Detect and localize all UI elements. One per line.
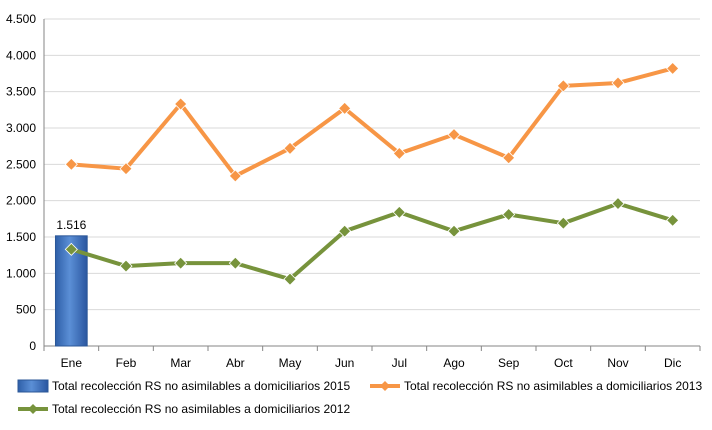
x-tick-label: Ene (61, 356, 83, 370)
line-series (64, 61, 680, 286)
series-line (69, 66, 675, 178)
point (556, 79, 570, 93)
x-tick-label: Mar (170, 356, 191, 370)
point (174, 256, 188, 270)
y-tick-label: 4.000 (6, 48, 36, 62)
gridlines (44, 18, 700, 311)
legend-label: Total recolección RS no asimilables a do… (52, 402, 350, 416)
x-tick-label: Jul (392, 356, 407, 370)
point (502, 207, 516, 222)
point (611, 197, 625, 211)
legend: Total recolección RS no asimilables a do… (17, 379, 702, 416)
point (611, 76, 625, 90)
y-tick-label: 1.500 (6, 230, 36, 244)
y-tick-label: 2.000 (6, 194, 36, 208)
y-tick-label: 4.500 (6, 12, 36, 26)
labels: 0 500 1.000 1.500 2.000 2.500 3.000 3.500 4.000 4… (6, 12, 681, 370)
point (283, 272, 297, 286)
point (119, 162, 133, 176)
y-tick-label: 500 (16, 303, 36, 317)
x-tick-label: May (279, 356, 302, 370)
x-tick-label: Sep (498, 356, 520, 370)
point (392, 205, 406, 219)
legend-marker (28, 404, 38, 414)
point (64, 157, 78, 171)
point (64, 242, 78, 256)
point (447, 224, 461, 238)
legend-swatch (17, 379, 49, 393)
point (283, 141, 297, 155)
y-tick-label: 2.500 (6, 157, 36, 171)
bar-data-label: 1.516 (56, 218, 86, 232)
series-line (69, 201, 675, 282)
x-tick-label: Feb (116, 356, 137, 370)
point (556, 216, 570, 230)
point (666, 61, 680, 75)
legend-label: Total recolección RS no asimilables a do… (404, 379, 702, 393)
y-tick-label: 3.000 (6, 121, 36, 135)
y-tick-label: 1.000 (6, 266, 36, 280)
x-tick-label: Oct (554, 356, 573, 370)
axes (43, 19, 701, 351)
point (228, 256, 242, 270)
x-tick-label: Nov (607, 356, 628, 370)
x-tick-label: Dic (664, 356, 681, 370)
point (119, 259, 133, 273)
point (392, 146, 406, 160)
point (447, 127, 461, 142)
x-tick-label: Ago (443, 356, 465, 370)
x-tick-label: Jun (335, 356, 354, 370)
point (228, 169, 242, 183)
point (338, 101, 352, 115)
x-tick-label: Abr (226, 356, 245, 370)
point (666, 213, 680, 227)
y-tick-label: 3.500 (6, 85, 36, 99)
legend-marker (380, 381, 390, 391)
point (174, 97, 188, 111)
point (502, 151, 516, 165)
y-tick-label: 0 (29, 339, 36, 353)
legend-label: Total recolección RS no asimilables a do… (52, 379, 350, 393)
point (338, 224, 352, 238)
